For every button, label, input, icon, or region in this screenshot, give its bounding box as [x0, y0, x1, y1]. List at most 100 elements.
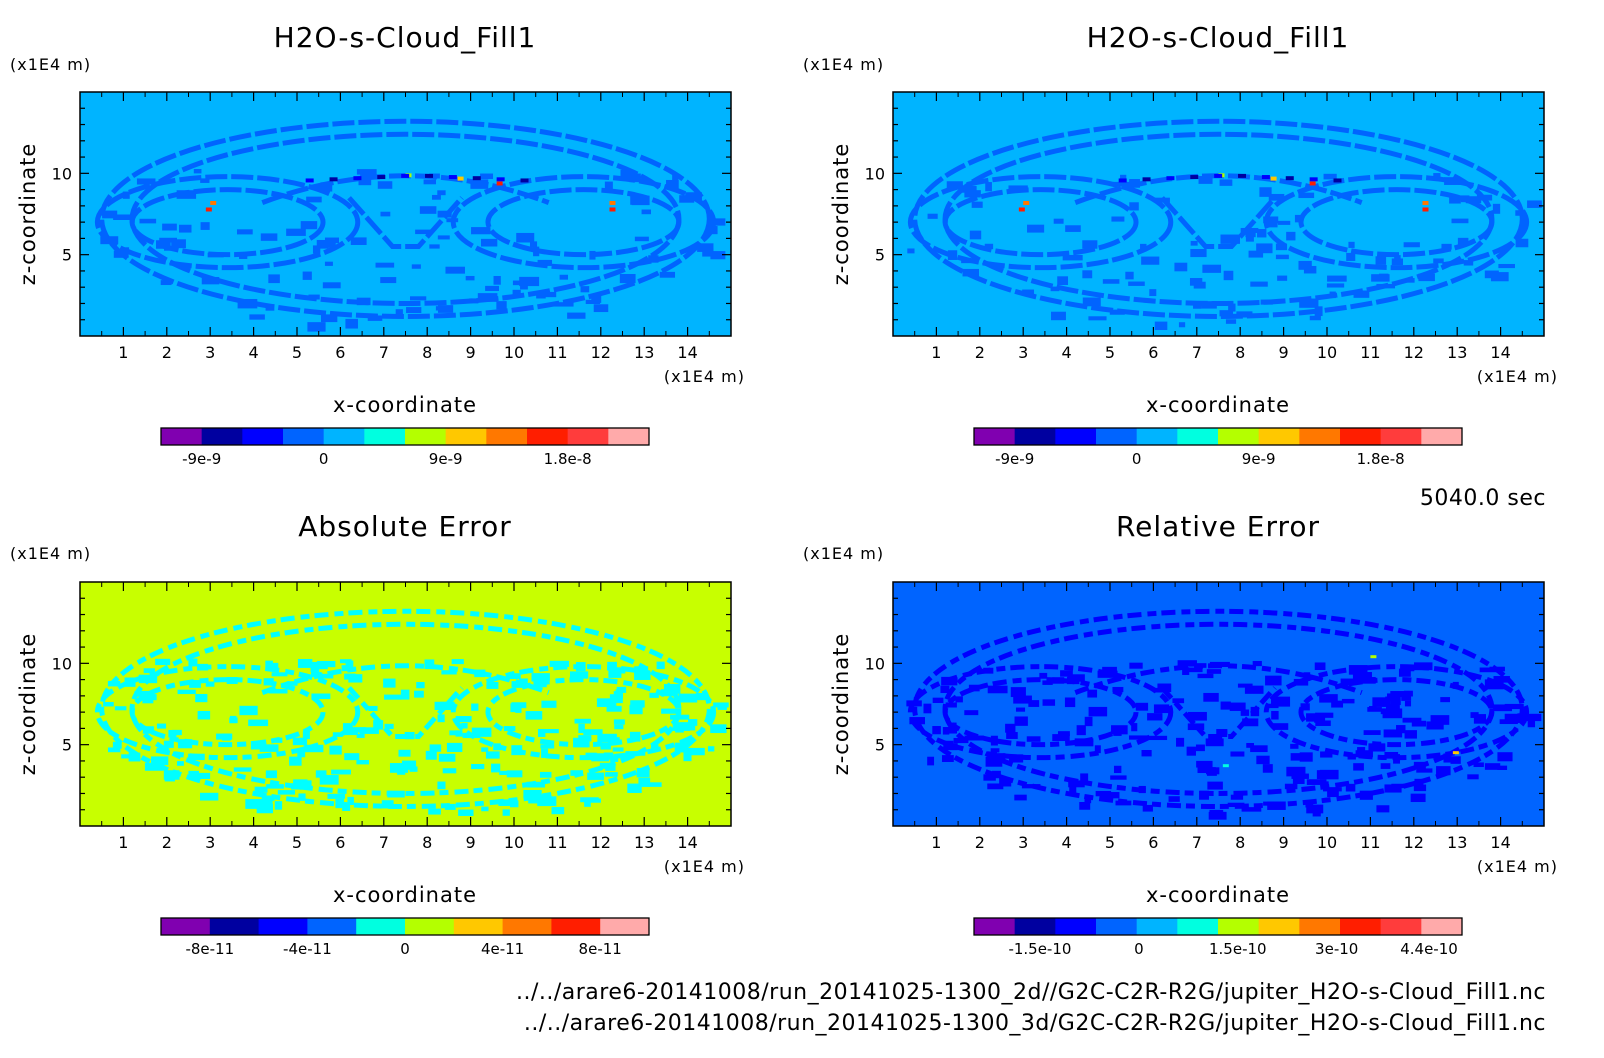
speckle-cell [485, 285, 499, 291]
colorbar-cell [161, 428, 203, 445]
speckle-cell [1352, 672, 1372, 680]
speckle-cell [1203, 692, 1219, 702]
speckle-cell [1207, 781, 1223, 790]
hot-spot [1370, 655, 1377, 659]
speckle-cell [1206, 669, 1222, 674]
speckle-cell [650, 744, 659, 750]
x-tick-label: 4 [1062, 833, 1072, 852]
speckle-cell [1515, 210, 1526, 216]
speckle-cell [630, 700, 645, 708]
speckle-cell [1082, 270, 1093, 279]
x-tick-label: 2 [975, 343, 985, 362]
speckle-cell [1021, 784, 1041, 789]
speckle-cell [1201, 301, 1217, 309]
plot-area [80, 92, 731, 336]
speckle-cell [1014, 794, 1027, 801]
speckle-cell [984, 243, 994, 250]
speckle-cell [128, 752, 141, 762]
colorbar-cell [1380, 428, 1422, 445]
hot-spot [1222, 764, 1229, 768]
plot-area [893, 582, 1544, 826]
speckle-cell [1286, 231, 1296, 241]
speckle-cell [437, 235, 450, 240]
speckle-cell [1112, 181, 1131, 187]
colorbar-cell [1299, 918, 1341, 935]
speckle-cell [293, 779, 308, 786]
speckle-cell [1140, 243, 1147, 252]
speckle-cell [491, 763, 501, 773]
speckle-cell [423, 179, 437, 185]
speckle-cell [511, 745, 523, 756]
speckle-cell [1319, 694, 1338, 703]
speckle-cell [1527, 200, 1542, 208]
x-tick-label: 7 [379, 343, 389, 362]
colorbar-cell [600, 918, 650, 935]
speckle-cell [1188, 711, 1207, 721]
speckle-cell [233, 767, 252, 772]
colorbar-tick-label: 9e-9 [1242, 450, 1276, 468]
speckle-cell [1241, 807, 1262, 812]
speckle-cell [1228, 303, 1236, 312]
speckle-cell [1402, 717, 1422, 723]
speckle-cell [297, 658, 313, 668]
x-tick-label: 14 [1490, 833, 1510, 852]
hot-spot [1023, 200, 1030, 205]
x-tick-label: 9 [1279, 833, 1289, 852]
speckle-cell [356, 760, 370, 765]
speckle-cell [1375, 256, 1387, 265]
y-tick-label: 10 [865, 654, 885, 673]
speckle-cell [172, 729, 182, 736]
colorbar-tick-label: 0 [1134, 940, 1144, 958]
speckle-cell [533, 246, 540, 257]
speckle-cell [245, 799, 263, 809]
speckle-cell [401, 760, 417, 770]
speckle-cell [1006, 732, 1018, 739]
speckle-cell [455, 716, 472, 723]
speckle-cell [619, 274, 636, 284]
colorbar-cell [364, 428, 406, 445]
speckle-cell [1129, 179, 1140, 188]
speckle-cell [591, 753, 610, 762]
speckle-cell [1099, 792, 1120, 799]
speckle-cell [1082, 240, 1098, 249]
speckle-cell [1493, 704, 1512, 712]
speckle-cell [1340, 678, 1358, 686]
speckle-cell [1393, 754, 1401, 764]
speckle-cell [324, 261, 333, 266]
speckle-cell [1129, 202, 1139, 211]
speckle-cell [1384, 751, 1399, 759]
x-tick-label: 12 [591, 833, 611, 852]
speckle-cell [163, 770, 180, 780]
x-tick-label: 8 [422, 343, 432, 362]
speckle-cell [329, 745, 342, 755]
speckle-cell [1068, 780, 1085, 788]
y-axis-label: z-coordinate [16, 633, 40, 776]
speckle-cell [465, 275, 475, 281]
x-tick-label: 7 [1192, 833, 1202, 852]
colorbar-cell [1136, 428, 1178, 445]
speckle-cell [356, 733, 365, 738]
hot-spot [425, 173, 434, 178]
x-tick-label: 8 [422, 833, 432, 852]
speckle-cell [707, 746, 715, 752]
speckle-cell [674, 742, 689, 753]
speckle-cell [176, 761, 184, 766]
speckle-cell [1300, 703, 1310, 711]
speckle-cell [239, 705, 258, 716]
speckle-cell [1190, 249, 1207, 258]
contour-lobe [94, 664, 361, 761]
speckle-cell [1245, 231, 1256, 238]
speckle-cell [107, 747, 121, 753]
speckle-cell [1260, 299, 1273, 305]
speckle-cell [411, 264, 421, 269]
speckle-cell [345, 318, 358, 329]
colorbar-cell [1096, 918, 1138, 935]
colorbar-cell [1136, 918, 1178, 935]
speckle-cell [1112, 686, 1124, 693]
hot-spot [210, 200, 217, 205]
speckle-cell [660, 689, 678, 697]
speckle-cell [948, 722, 957, 732]
speckle-cell [1042, 680, 1053, 685]
